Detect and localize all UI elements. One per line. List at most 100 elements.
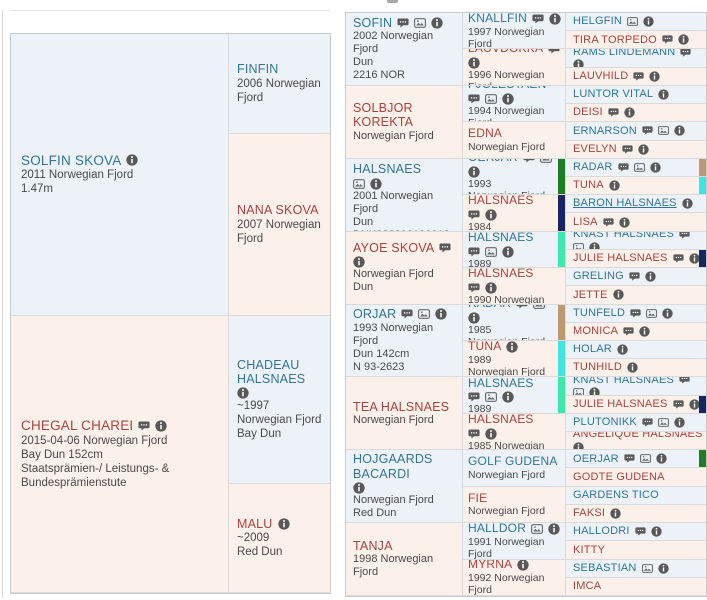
info-icon[interactable] xyxy=(468,166,480,178)
horse-name-link[interactable]: GODTE GUDENA xyxy=(573,470,665,483)
pedigree-cell[interactable]: FAKSI xyxy=(566,504,706,524)
comment-icon[interactable] xyxy=(532,13,544,25)
info-icon[interactable] xyxy=(155,420,168,432)
horse-name-link[interactable]: FIE xyxy=(468,490,488,505)
pedigree-cell[interactable]: HALLDOR 1991 Norwegian Fjord xyxy=(463,523,566,560)
info-icon[interactable] xyxy=(618,216,630,228)
pedigree-cell[interactable]: LAUVHILD xyxy=(566,67,706,86)
comment-icon[interactable] xyxy=(633,71,644,82)
comment-icon[interactable] xyxy=(642,125,653,136)
info-icon[interactable] xyxy=(674,125,685,137)
horse-name-link[interactable]: TUNA xyxy=(468,340,502,353)
pedigree-cell[interactable]: NANA SKOVA 2007 Norwegian Fjord xyxy=(229,134,330,316)
horse-name-link[interactable]: TUNA xyxy=(573,179,604,192)
comment-icon[interactable] xyxy=(468,428,480,440)
pedigree-cell[interactable]: HELGFIN xyxy=(566,13,706,32)
horse-name-link[interactable]: LAUVHILD xyxy=(573,69,629,82)
horse-name-link[interactable]: TANJA xyxy=(353,538,393,553)
info-icon[interactable] xyxy=(548,523,560,535)
photo-icon[interactable] xyxy=(646,308,658,319)
horse-name-link[interactable]: SOLFIN SKOVA xyxy=(21,152,122,168)
pedigree-cell[interactable]: LISA xyxy=(566,213,706,232)
horse-name-link[interactable]: LISA xyxy=(573,215,598,228)
info-icon[interactable] xyxy=(573,442,584,450)
pedigree-cell[interactable]: KNALLFIN 1997 Norwegian Fjord xyxy=(463,13,566,50)
horse-name-link[interactable]: FAKSI xyxy=(573,507,606,520)
info-icon[interactable] xyxy=(617,344,628,355)
info-icon[interactable] xyxy=(649,162,661,173)
photo-icon[interactable] xyxy=(485,246,497,258)
photo-icon[interactable] xyxy=(531,523,544,535)
info-icon[interactable] xyxy=(468,56,480,69)
horse-name-link[interactable]: EVELYN xyxy=(573,142,617,155)
pedigree-cell[interactable]: KNAST HALSNAES xyxy=(566,231,706,250)
pedigree-cell[interactable]: TUNHILD xyxy=(566,359,706,378)
pedigree-cell[interactable]: LAUVDOKKA 1996 Norwegian Fjord xyxy=(463,49,566,86)
pedigree-cell[interactable]: FJOLESTAEN 1994 Norwegian Fjord xyxy=(463,85,566,123)
pedigree-cell[interactable]: MALU ~2009 Red Dun xyxy=(229,484,330,593)
pedigree-cell[interactable]: IMCA xyxy=(566,577,706,596)
info-icon[interactable] xyxy=(610,508,621,519)
photo-icon[interactable] xyxy=(657,417,669,428)
horse-name-link[interactable]: LAUVDOKKA xyxy=(468,49,543,55)
pedigree-cell[interactable]: ANGELIQUE HALSNAES xyxy=(566,432,706,451)
pedigree-cell[interactable]: JULIE HALSNAES xyxy=(566,395,706,414)
info-icon[interactable] xyxy=(431,17,443,29)
horse-name-link[interactable]: TIRA TORPEDO xyxy=(573,33,657,46)
info-icon[interactable] xyxy=(639,326,650,337)
pedigree-cell[interactable]: SOFIN 2002 Norwegian Fjord Dun 2216 NOR xyxy=(346,13,463,86)
comment-icon[interactable] xyxy=(679,377,690,385)
pedigree-cell[interactable]: TEA HALSNAES Norwegian Fjord xyxy=(346,377,463,451)
info-icon[interactable] xyxy=(624,107,635,118)
horse-name-link[interactable]: DEISI xyxy=(573,106,603,119)
info-icon[interactable] xyxy=(502,245,514,258)
pedigree-cell[interactable]: HOLAR xyxy=(566,340,706,360)
horse-name-link[interactable]: EDNA xyxy=(468,126,503,141)
comment-icon[interactable] xyxy=(548,49,560,54)
horse-name-link[interactable]: PUK HALSNAES xyxy=(468,268,534,281)
info-icon[interactable] xyxy=(353,256,365,268)
pedigree-cell[interactable]: HOJGAARDS BACARDI Norwegian Fjord Red Dun xyxy=(346,450,463,524)
pedigree-cell[interactable]: TUNA 1989 Norwegian Fjord xyxy=(463,340,566,378)
comment-icon[interactable] xyxy=(617,162,629,173)
comment-icon[interactable] xyxy=(468,391,480,403)
horse-name-link[interactable]: RADAR xyxy=(573,161,613,174)
horse-name-link[interactable]: HALLODRI xyxy=(573,525,630,538)
horse-name-link[interactable]: ORION HALSNAES xyxy=(468,377,534,390)
pedigree-cell[interactable]: KNAST HALSNAES xyxy=(566,377,706,396)
info-icon[interactable] xyxy=(126,154,139,167)
comment-icon[interactable] xyxy=(662,34,673,45)
pedigree-cell[interactable]: PUK HALSNAES 1990 Norwegian Fjord xyxy=(463,268,566,305)
pedigree-cell[interactable]: JULIE HALSNAES xyxy=(566,249,706,269)
horse-name-link[interactable]: TUNHILD xyxy=(573,361,623,374)
comment-icon[interactable] xyxy=(672,253,684,264)
pedigree-cell[interactable]: JETTE xyxy=(566,286,706,305)
horse-name-link[interactable]: MONICA xyxy=(573,325,619,337)
horse-name-link[interactable]: FINFIN xyxy=(237,62,279,77)
info-icon[interactable] xyxy=(649,71,661,82)
pedigree-cell[interactable]: AYOE SKOVA Norwegian Fjord Dun xyxy=(346,231,463,305)
info-icon[interactable] xyxy=(502,93,514,105)
pedigree-cell[interactable]: ORION HALSNAES1989Norwegian Fjord xyxy=(463,377,566,414)
pedigree-cell[interactable]: CHEGAL CHAREI 2015-04-06 Norwegian Fjord B… xyxy=(11,316,229,593)
info-icon[interactable] xyxy=(643,16,654,27)
info-icon[interactable] xyxy=(277,518,290,530)
pedigree-cell[interactable]: MONICA xyxy=(566,322,706,341)
horse-name-link[interactable]: KNAST HALSNAES xyxy=(573,231,675,240)
info-icon[interactable] xyxy=(506,340,519,353)
photo-icon[interactable] xyxy=(573,387,584,395)
pedigree-cell[interactable]: SEBASTIAN xyxy=(566,559,706,578)
info-icon[interactable] xyxy=(688,253,700,264)
comment-icon[interactable] xyxy=(608,107,619,118)
photo-icon[interactable] xyxy=(485,391,497,403)
horse-name-link[interactable]: JETTE xyxy=(573,288,608,301)
photo-icon[interactable] xyxy=(418,308,431,320)
photo-icon[interactable] xyxy=(485,93,497,105)
horse-name-link[interactable]: NANA SKOVA xyxy=(237,203,319,218)
info-icon[interactable] xyxy=(573,59,584,67)
pedigree-cell[interactable]: GARDENS TICO xyxy=(566,486,706,505)
photo-icon[interactable] xyxy=(641,563,653,574)
comment-icon[interactable] xyxy=(523,158,535,164)
